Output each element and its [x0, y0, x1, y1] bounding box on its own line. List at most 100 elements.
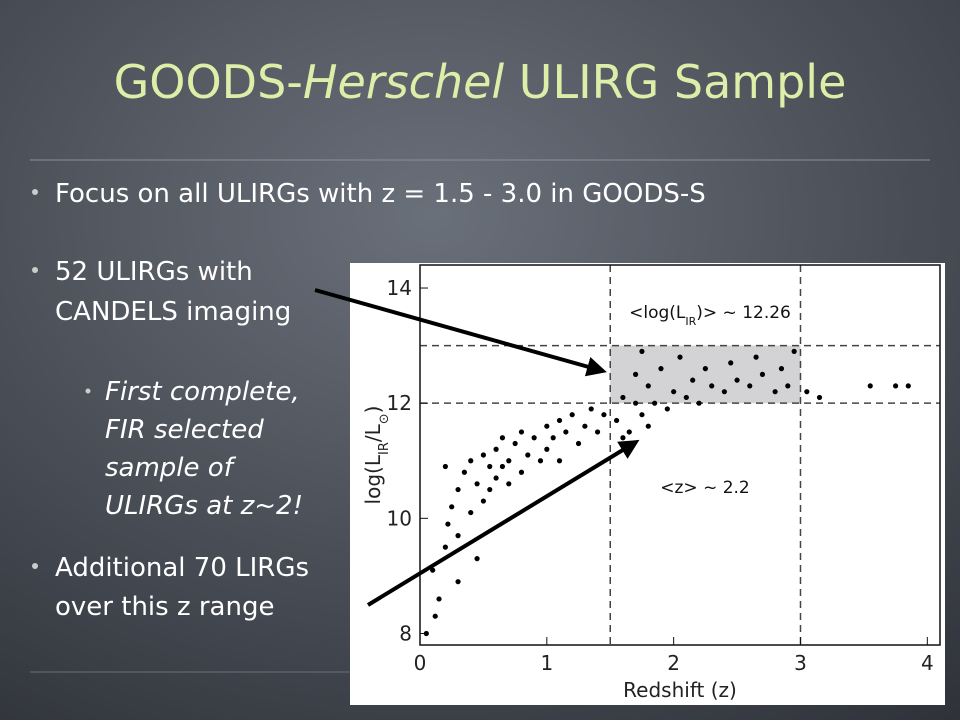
arrow — [314, 288, 607, 377]
point — [430, 567, 436, 573]
point — [432, 613, 438, 619]
point — [664, 406, 670, 412]
point — [639, 412, 645, 418]
point — [785, 383, 791, 389]
sub-bullet: ULIRGs at z~2! — [105, 491, 303, 521]
point — [518, 429, 525, 435]
label-part: log(L — [361, 454, 385, 504]
point — [816, 394, 823, 401]
point — [633, 371, 639, 377]
point — [474, 481, 480, 487]
y-tick-label: 14 — [387, 276, 412, 300]
point — [582, 423, 588, 429]
point — [531, 435, 537, 441]
point — [626, 429, 632, 435]
x-tick-label: 3 — [794, 651, 807, 675]
point — [772, 389, 778, 395]
annotation-part: IR — [685, 315, 696, 328]
bullet: Focus on all ULIRGs with z = 1.5 - 3.0 i… — [55, 179, 706, 209]
point — [518, 469, 525, 475]
label-part: IR — [377, 442, 392, 455]
point — [778, 366, 785, 372]
point — [702, 366, 708, 372]
point — [753, 354, 759, 360]
point — [455, 579, 461, 585]
point — [759, 371, 766, 377]
bullet-dot — [85, 388, 91, 394]
point — [544, 423, 550, 429]
bullet-dot — [32, 189, 38, 195]
point — [512, 440, 518, 447]
y-tick-label: 8 — [399, 621, 412, 645]
title-part: GOODS- — [114, 55, 303, 109]
sub-bullet: sample of — [105, 453, 237, 483]
point — [677, 354, 683, 360]
point — [455, 486, 461, 493]
point — [445, 521, 451, 527]
point — [468, 458, 474, 464]
point — [588, 406, 594, 412]
point — [645, 383, 651, 389]
point — [867, 383, 873, 389]
bullet: Additional 70 LIRGs — [55, 553, 309, 583]
point — [487, 463, 493, 470]
point — [442, 463, 448, 470]
point — [601, 412, 607, 418]
point — [493, 446, 499, 452]
point — [594, 429, 601, 435]
x-tick-label: 0 — [414, 651, 427, 675]
bullet: over this z range — [55, 592, 274, 622]
x-tick-label: 1 — [540, 651, 553, 675]
x-tick-label: 2 — [667, 651, 680, 675]
point — [569, 412, 575, 418]
point — [696, 400, 702, 406]
point — [721, 389, 727, 395]
point — [791, 348, 797, 354]
sub-bullet: First complete, — [105, 377, 300, 407]
point — [575, 440, 582, 447]
bullet-dot — [32, 563, 38, 569]
point — [487, 486, 493, 493]
point — [550, 435, 556, 441]
point — [633, 400, 639, 406]
point — [480, 498, 487, 504]
point — [645, 423, 651, 429]
y-axis-label: log(LIR/L⊙) — [361, 406, 392, 505]
bullet: CANDELS imaging — [55, 297, 291, 327]
label-part: ⊙ — [377, 413, 392, 424]
arrow — [366, 439, 640, 607]
bullet-dot — [32, 267, 38, 273]
point — [544, 446, 550, 452]
annotation: <log(LIR)> ~ 12.26 — [629, 303, 791, 328]
point — [613, 417, 620, 424]
y-tick-label: 10 — [387, 506, 412, 530]
point — [563, 429, 569, 435]
slide-title: GOODS-Herschel ULIRG Sample — [114, 55, 847, 109]
title-part: ULIRG Sample — [504, 55, 846, 109]
sub-bullet: FIR selected — [105, 415, 264, 445]
point — [734, 377, 740, 383]
point — [499, 435, 506, 441]
point — [461, 469, 467, 475]
point — [474, 556, 480, 562]
point — [683, 394, 689, 401]
point — [423, 630, 429, 637]
point — [442, 544, 448, 550]
figure-panel — [350, 263, 945, 705]
annotation-part: )> ~ 12.26 — [696, 303, 791, 323]
point — [556, 458, 563, 464]
point — [639, 348, 645, 354]
point — [671, 389, 677, 395]
point — [537, 458, 544, 464]
plot-frame — [419, 264, 941, 646]
point — [905, 383, 911, 389]
point — [525, 452, 531, 458]
x-axis-label: Redshift (z) — [623, 678, 737, 702]
point — [455, 533, 461, 539]
y-tick-label: 12 — [387, 391, 412, 415]
point — [468, 509, 474, 516]
point — [652, 400, 658, 406]
